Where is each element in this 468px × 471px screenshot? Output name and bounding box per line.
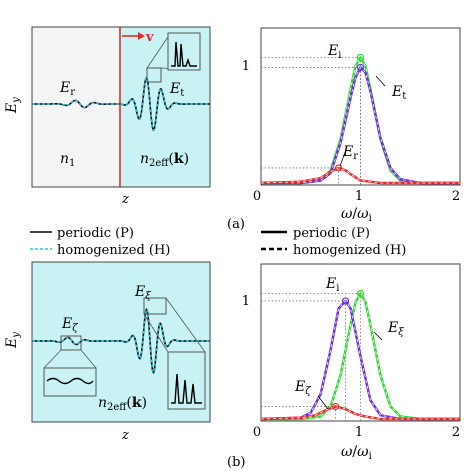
series-line-E_r [260,166,460,185]
legend-left-periodic: periodic (P) [57,226,134,241]
spectrum-a-frame [260,27,461,186]
spectrum-b-label-Exi: Eξ [387,320,404,338]
peak-marker-E_i [356,53,365,62]
label-Exi: Eξ [134,284,151,302]
spectrum-a-label-Er: Er [342,144,358,162]
legend-left: periodic (P) homogenized (H) [30,226,170,258]
peak-marker-E_t [356,63,365,72]
zoom-source-box-left [60,335,82,351]
spectrum-panel-a: 0 1 2 1 ω/ωi Ei Et Er [242,27,461,224]
spectrum-a-ytick-1: 1 [242,59,250,74]
spectrum-b-plot [260,289,460,421]
legend-right: periodic (P) homogenized (H) [261,226,406,258]
peak-marker-E_ξ [341,297,350,305]
peak-marker-E_ζ [332,402,340,411]
zoom-source-box-right [143,297,167,315]
field-a-frame [31,26,211,188]
velocity-label: v [145,30,154,45]
panel-label-a: (a) [227,217,245,232]
zoom-inset-left-curve [46,377,94,385]
label-Ezeta: Eζ [61,316,78,334]
panel-label-b: (b) [227,455,245,470]
peak-marker-E_i [356,289,365,297]
label-Et: Et [169,81,184,99]
zoom-inset-right-curve [171,373,202,404]
spectrum-a-xtick-1: 1 [355,189,363,204]
legend-left-homogenized: homogenized (H) [57,243,170,258]
series-dash-E_ξ [260,300,460,420]
series-dash-E_t [261,66,460,184]
field-panel-a: v Er Et n1 n2eff(k) Ey z [4,26,211,207]
field-a-ylabel: Ey [4,97,22,114]
peak-marker-E_r [335,164,343,172]
zoom-source-box [146,67,162,83]
spectrum-a-plot [260,53,460,185]
spectrum-b-xtick-1: 1 [355,425,363,440]
label-n1: n1 [60,151,75,169]
velocity-arrowhead [138,32,145,40]
series-dash-E_ζ [260,405,460,420]
spectrum-a-label-Et: Et [391,84,406,102]
field-b-periodic [32,308,210,374]
spectrum-a-label-Ei: Ei [327,43,341,61]
spectrum-b-xtick-0: 0 [253,425,261,440]
spectrum-a-xlabel: ω/ωi [341,206,372,224]
medium-n1-region [32,27,120,187]
label-n2eff-b: n2eff(k) [98,395,147,413]
zoom-inset-curve [171,41,197,67]
spectrum-b-xtick-2: 2 [452,425,460,440]
spectrum-panel-b: 0 1 2 1 ω/ωi Ei Eξ Eζ [242,263,461,462]
field-b-ylabel: Ey [4,332,22,349]
label-n2eff-a: n2eff(k) [140,151,189,169]
field-panel-b: Eζ Eξ n2eff(k) Ey z [4,261,211,443]
field-b-frame [31,261,211,423]
spectrum-b-xlabel: ω/ωi [341,444,372,462]
spectrum-b-frame [260,263,461,422]
field-a-homogenized [32,76,210,132]
zoom-inset [167,32,201,71]
spectrum-b-ytick-1: 1 [242,294,250,309]
spectrum-b-label-Ezeta: Eζ [294,379,311,397]
legend-right-periodic: periodic (P) [293,226,370,241]
label-Er: Er [59,80,75,98]
spectrum-a-xtick-2: 2 [452,189,460,204]
field-b-xlabel: z [121,428,129,443]
series-dash-E_i [261,292,460,420]
field-a-xlabel: z [121,192,129,207]
spectrum-a-xtick-0: 0 [253,189,261,204]
legend-right-homogenized: homogenized (H) [293,243,406,258]
spectrum-b-label-Ei: Ei [325,276,339,294]
